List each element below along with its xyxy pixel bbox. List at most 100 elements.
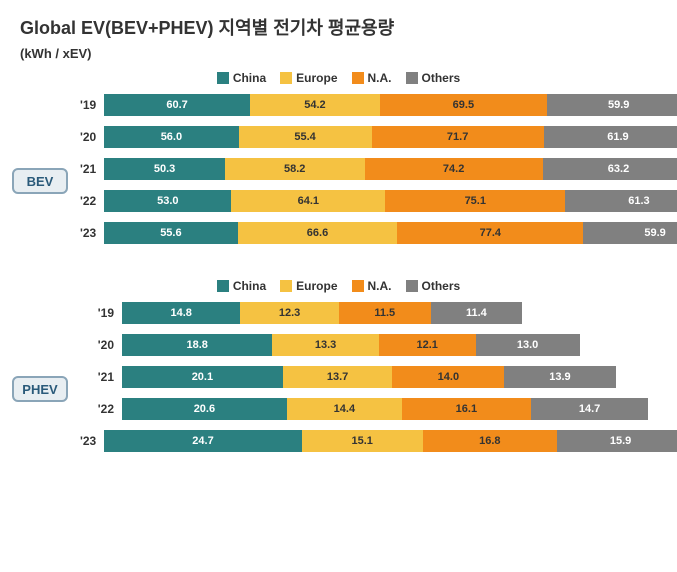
bar-segment-na: 71.7	[372, 126, 544, 148]
year-label: '22	[80, 194, 104, 208]
bar-segment-china: 20.6	[122, 398, 287, 420]
bar-row: '22 20.614.416.114.7	[80, 395, 657, 423]
bar-row: '23 55.666.677.459.9	[80, 219, 657, 247]
legend-swatch	[217, 72, 229, 84]
legend-label: Others	[422, 279, 461, 293]
bar-segment-others: 13.9	[504, 366, 615, 388]
bar-segment-others: 11.4	[431, 302, 522, 324]
legend-item: Others	[406, 279, 461, 293]
legend-swatch	[352, 280, 364, 292]
legend-item: China	[217, 279, 266, 293]
legend-label: N.A.	[368, 71, 392, 85]
bar-row: '19 14.812.311.511.4	[80, 299, 657, 327]
bar-segment-europe: 13.3	[272, 334, 378, 356]
chart-rows: '19 60.754.269.559.9 '20 56.055.471.761.…	[80, 91, 657, 247]
stacked-bar: 24.715.116.815.9	[104, 430, 677, 452]
chart-title: Global EV(BEV+PHEV) 지역별 전기차 평균용량	[20, 14, 657, 40]
legend-item: Europe	[280, 71, 337, 85]
bar-segment-europe: 55.4	[239, 126, 372, 148]
bar-segment-na: 12.1	[379, 334, 476, 356]
legend-swatch	[217, 280, 229, 292]
section-badge: BEV	[12, 168, 68, 194]
bar-segment-china: 20.1	[122, 366, 283, 388]
year-label: '20	[80, 130, 104, 144]
bar-row: '19 60.754.269.559.9	[80, 91, 657, 119]
legend-item: Europe	[280, 279, 337, 293]
stacked-bar: 20.614.416.114.7	[122, 398, 657, 420]
bar-segment-others: 61.3	[565, 190, 677, 212]
stacked-bar: 56.055.471.761.9	[104, 126, 677, 148]
stacked-bar: 18.813.312.113.0	[122, 334, 657, 356]
bar-segment-europe: 13.7	[283, 366, 393, 388]
bar-segment-china: 56.0	[104, 126, 238, 148]
bar-segment-china: 24.7	[104, 430, 302, 452]
legend-swatch	[352, 72, 364, 84]
section-badge: PHEV	[12, 376, 68, 402]
bar-row: '20 56.055.471.761.9	[80, 123, 657, 151]
stacked-bar: 55.666.677.459.9	[104, 222, 677, 244]
bar-segment-na: 74.2	[365, 158, 543, 180]
legend-label: China	[233, 279, 266, 293]
legend-item: N.A.	[352, 279, 392, 293]
chart-section: China Europe N.A. Others PHEV '19 14.812…	[20, 279, 657, 455]
bar-segment-na: 14.0	[392, 366, 504, 388]
bar-segment-china: 50.3	[104, 158, 225, 180]
bar-segment-others: 61.9	[544, 126, 677, 148]
stacked-bar: 50.358.274.263.2	[104, 158, 677, 180]
bar-segment-europe: 12.3	[240, 302, 338, 324]
bar-segment-others: 63.2	[543, 158, 677, 180]
year-label: '22	[80, 402, 122, 416]
year-label: '21	[80, 162, 104, 176]
year-label: '23	[80, 434, 104, 448]
bar-segment-china: 14.8	[122, 302, 240, 324]
legend-label: China	[233, 71, 266, 85]
bar-segment-others: 13.0	[476, 334, 580, 356]
bar-segment-china: 55.6	[104, 222, 237, 244]
legend-item: N.A.	[352, 71, 392, 85]
bar-segment-europe: 58.2	[225, 158, 365, 180]
year-label: '19	[80, 98, 104, 112]
legend-swatch	[280, 72, 292, 84]
bar-segment-na: 11.5	[339, 302, 431, 324]
bar-segment-europe: 64.1	[231, 190, 385, 212]
stacked-bar: 60.754.269.559.9	[104, 94, 677, 116]
legend-label: N.A.	[368, 279, 392, 293]
legend: China Europe N.A. Others	[20, 71, 657, 85]
bar-segment-na: 69.5	[380, 94, 547, 116]
legend-swatch	[406, 280, 418, 292]
bar-segment-europe: 15.1	[302, 430, 423, 452]
bar-segment-others: 14.7	[531, 398, 649, 420]
bar-segment-china: 18.8	[122, 334, 272, 356]
year-label: '23	[80, 226, 104, 240]
bar-segment-europe: 54.2	[250, 94, 380, 116]
legend-label: Europe	[296, 71, 337, 85]
bar-segment-na: 75.1	[385, 190, 565, 212]
bar-segment-europe: 66.6	[238, 222, 398, 244]
legend-item: China	[217, 71, 266, 85]
bar-segment-europe: 14.4	[287, 398, 402, 420]
chart-section: China Europe N.A. Others BEV '19 60.754.…	[20, 71, 657, 247]
legend-swatch	[406, 72, 418, 84]
year-label: '19	[80, 306, 122, 320]
bar-segment-others: 59.9	[583, 222, 677, 244]
bar-row: '23 24.715.116.815.9	[80, 427, 657, 455]
stacked-bar: 20.113.714.013.9	[122, 366, 657, 388]
legend-swatch	[280, 280, 292, 292]
bar-row: '22 53.064.175.161.3	[80, 187, 657, 215]
year-label: '20	[80, 338, 122, 352]
bar-segment-others: 15.9	[557, 430, 677, 452]
legend-label: Others	[422, 71, 461, 85]
bar-segment-na: 16.8	[423, 430, 557, 452]
bar-segment-na: 77.4	[397, 222, 583, 244]
bar-row: '20 18.813.312.113.0	[80, 331, 657, 359]
chart-subtitle: (kWh / xEV)	[20, 46, 657, 61]
bar-segment-china: 60.7	[104, 94, 250, 116]
legend-label: Europe	[296, 279, 337, 293]
legend-item: Others	[406, 71, 461, 85]
bar-segment-china: 53.0	[104, 190, 231, 212]
bar-row: '21 50.358.274.263.2	[80, 155, 657, 183]
chart-rows: '19 14.812.311.511.4 '20 18.813.312.113.…	[80, 299, 657, 455]
stacked-bar: 14.812.311.511.4	[122, 302, 657, 324]
stacked-bar: 53.064.175.161.3	[104, 190, 677, 212]
year-label: '21	[80, 370, 122, 384]
